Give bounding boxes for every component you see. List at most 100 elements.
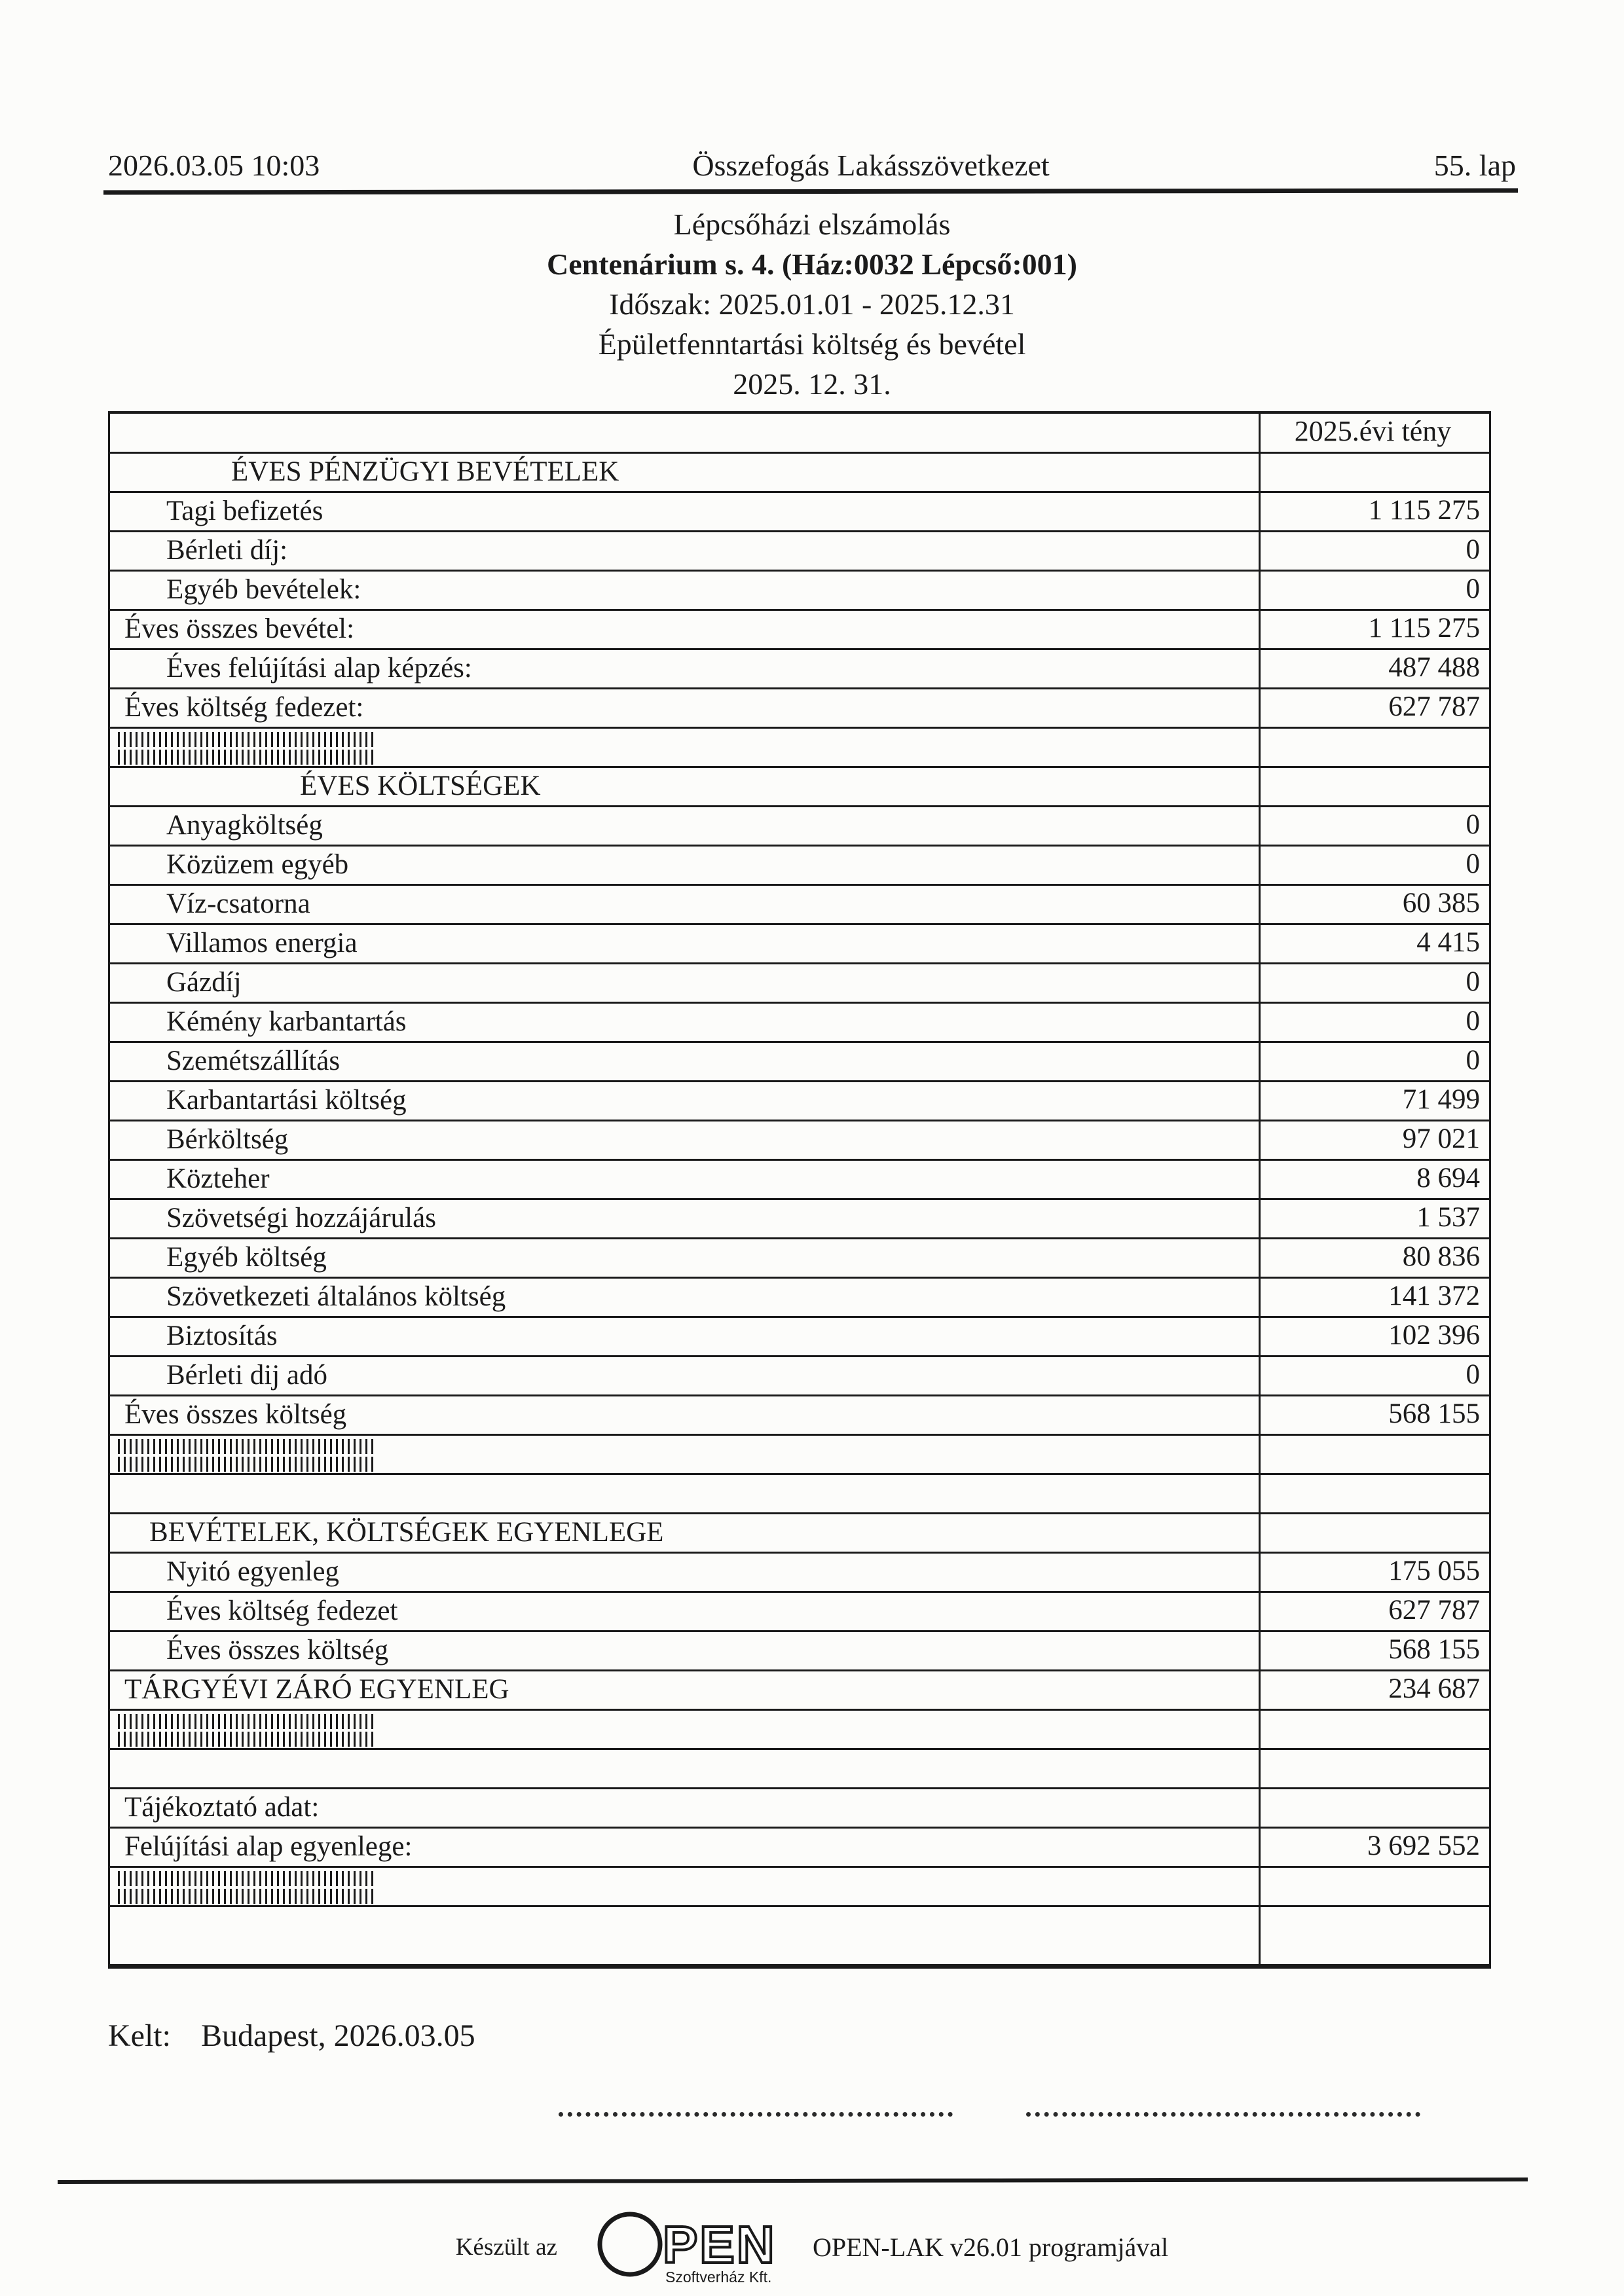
table-row: Közüzem egyéb 0 xyxy=(110,847,1489,886)
table-row xyxy=(110,729,1489,768)
row-label: Karbantartási költség xyxy=(166,1085,407,1116)
statement-table: 2025.évi tény ÉVES PÉNZÜGYI BEVÉTELEK Tag… xyxy=(108,411,1491,1969)
row-value: 141 372 xyxy=(1259,1279,1489,1316)
hatch-cell xyxy=(110,1436,1259,1473)
row-value: 0 xyxy=(1259,1357,1489,1394)
table-row: TÁRGYÉVI ZÁRÓ EGYENLEG 234 687 xyxy=(110,1671,1489,1711)
footer-rule xyxy=(57,2178,1528,2184)
kelt-line: Kelt: Budapest, 2026.03.05 xyxy=(108,2018,475,2054)
row-value: 568 155 xyxy=(1259,1632,1489,1669)
row-label xyxy=(110,1750,1259,1787)
row-value: 0 xyxy=(1259,532,1489,570)
row-label: Éves összes költség xyxy=(166,1635,389,1666)
table-row: Éves összes költség 568 155 xyxy=(110,1632,1489,1671)
row-label: Tagi befizetés xyxy=(166,496,323,526)
hatch-pattern xyxy=(118,1871,377,1904)
header-organization: Összefogás Lakásszövetkezet xyxy=(692,149,1050,182)
row-label: Közüzem egyéb xyxy=(166,849,349,880)
row-value xyxy=(1259,1711,1489,1748)
table-row: Éves költség fedezet: 627 787 xyxy=(110,689,1489,729)
table-row: Bérleti díj: 0 xyxy=(110,532,1489,572)
report-building: Centenárium s. 4. (Ház:0032 Lépcső:001) xyxy=(546,247,1077,281)
row-value: 4 415 xyxy=(1259,925,1489,962)
row-label: BEVÉTELEK, KÖLTSÉGEK EGYENLEGE xyxy=(149,1517,664,1548)
row-label: Villamos energia xyxy=(166,928,358,958)
row-label: TÁRGYÉVI ZÁRÓ EGYENLEG xyxy=(124,1674,509,1705)
table-row: Szövetkezeti általános költség 141 372 xyxy=(110,1279,1489,1318)
row-value: 175 055 xyxy=(1259,1554,1489,1591)
table-row: Kémény karbantartás 0 xyxy=(110,1004,1489,1043)
table-row xyxy=(110,1907,1489,1964)
open-logo-o-circle xyxy=(597,2212,663,2277)
signature-line-right xyxy=(1026,2107,1420,2117)
table-row: Bérleti dij adó 0 xyxy=(110,1357,1489,1396)
table-row: Anyagköltség 0 xyxy=(110,807,1489,847)
open-logo-pen-text: PEN xyxy=(663,2215,777,2274)
row-value: 0 xyxy=(1259,847,1489,884)
table-row: Víz-csatorna 60 385 xyxy=(110,886,1489,925)
row-label: Anyagköltség xyxy=(166,810,323,841)
row-value: 8 694 xyxy=(1259,1161,1489,1198)
row-value: 0 xyxy=(1259,1004,1489,1041)
row-value: 1 537 xyxy=(1259,1200,1489,1237)
title-block: Lépcsőházi elszámolás Centenárium s. 4. … xyxy=(0,204,1624,404)
footer-program-name: OPEN-LAK v26.01 programjával xyxy=(812,2232,1169,2262)
document-header: 2026.03.05 10:03 Összefogás Lakásszövetk… xyxy=(108,148,1516,183)
table-row: Éves összes költség 568 155 xyxy=(110,1396,1489,1436)
row-label: Felújítási alap egyenlege: xyxy=(124,1831,413,1862)
table-row: Éves felújítási alap képzés: 487 488 xyxy=(110,650,1489,689)
row-label: Szövetkezeti általános költség xyxy=(166,1281,506,1312)
table-row: Tagi befizetés 1 115 275 xyxy=(110,493,1489,532)
table-row xyxy=(110,1711,1489,1750)
table-row: ÉVES PÉNZÜGYI BEVÉTELEK xyxy=(110,454,1489,493)
table-header-row: 2025.évi tény xyxy=(110,414,1489,454)
row-label: Víz-csatorna xyxy=(166,888,310,919)
kelt-label: Kelt: xyxy=(108,2018,171,2053)
table-row xyxy=(110,1868,1489,1907)
table-row: Nyitó egyenleg 175 055 xyxy=(110,1554,1489,1593)
hatch-cell xyxy=(110,1711,1259,1748)
row-value: 568 155 xyxy=(1259,1396,1489,1434)
table-row: Karbantartási költség 71 499 xyxy=(110,1082,1489,1121)
row-value: 0 xyxy=(1259,807,1489,845)
row-label xyxy=(110,1475,1259,1512)
row-value xyxy=(1259,1750,1489,1787)
table-row xyxy=(110,1475,1489,1514)
open-logo: PEN Szoftverház Kft. xyxy=(597,2212,777,2286)
header-page-number: 55. lap xyxy=(1433,149,1516,182)
row-label: Szemétszállítás xyxy=(166,1046,341,1076)
row-label: Éves felújítási alap képzés: xyxy=(166,653,472,683)
row-value: 0 xyxy=(1259,964,1489,1002)
row-label: ÉVES PÉNZÜGYI BEVÉTELEK xyxy=(231,456,619,487)
signature-line-left xyxy=(559,2107,953,2117)
row-value: 487 488 xyxy=(1259,650,1489,687)
row-value: 80 836 xyxy=(1259,1239,1489,1277)
hatch-cell xyxy=(110,729,1259,766)
row-value xyxy=(1259,1868,1489,1905)
report-as-of-date: 2025. 12. 31. xyxy=(733,367,891,401)
row-label: Éves összes bevétel: xyxy=(124,613,355,644)
row-label: Gázdíj xyxy=(166,967,242,998)
row-value: 234 687 xyxy=(1259,1671,1489,1709)
table-row: Gázdíj 0 xyxy=(110,964,1489,1004)
hatch-pattern xyxy=(118,1439,377,1472)
row-label: Kémény karbantartás xyxy=(166,1006,407,1037)
row-label: Egyéb bevételek: xyxy=(166,574,361,605)
table-row: Felújítási alap egyenlege: 3 692 552 xyxy=(110,1829,1489,1868)
row-label xyxy=(110,1907,1259,1964)
table-row: Egyéb bevételek: 0 xyxy=(110,572,1489,611)
row-label: Éves költség fedezet xyxy=(166,1595,398,1626)
report-title: Lépcsőházi elszámolás xyxy=(673,208,951,241)
row-value xyxy=(1259,1475,1489,1512)
table-row: Biztosítás 102 396 xyxy=(110,1318,1489,1357)
hatch-pattern xyxy=(118,732,377,765)
report-period: Időszak: 2025.01.01 - 2025.12.31 xyxy=(609,287,1015,321)
row-value xyxy=(1259,1436,1489,1473)
table-row: BEVÉTELEK, KÖLTSÉGEK EGYENLEGE xyxy=(110,1514,1489,1554)
row-value: 1 115 275 xyxy=(1259,611,1489,648)
footer-line: Készült az PEN Szoftverház Kft. OPEN-LAK… xyxy=(0,2204,1624,2290)
row-label: Nyitó egyenleg xyxy=(166,1556,339,1587)
table-row xyxy=(110,1436,1489,1475)
row-value xyxy=(1259,454,1489,491)
row-label: Bérleti díj: xyxy=(166,535,288,566)
